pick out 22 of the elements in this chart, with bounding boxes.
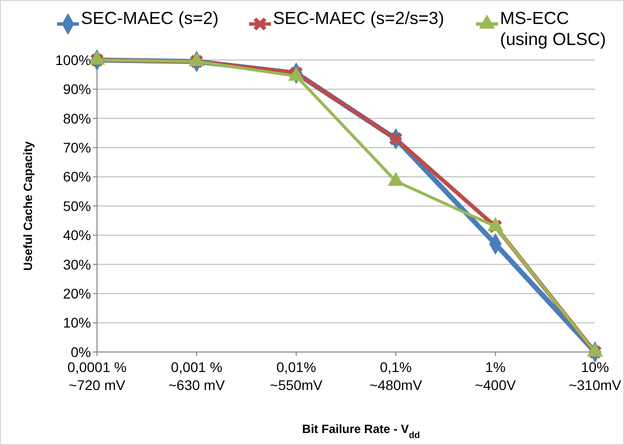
- legend-label: MS-ECC (using OLSC): [500, 8, 606, 49]
- y-tick-label: 70%: [62, 140, 91, 156]
- y-axis-title: Useful Cache Capacity: [21, 140, 35, 271]
- y-tick-label: 60%: [62, 168, 91, 185]
- x-tick-label: 0,0001 % ~720 mV: [67, 359, 127, 393]
- y-tick-label: 50%: [62, 198, 91, 214]
- x-tick-label: 0,1% ~480mV: [370, 359, 423, 393]
- legend-label: SEC-MAEC (s=2/s=3): [273, 8, 444, 28]
- y-tick-label: 20%: [62, 286, 91, 302]
- legend-label: SEC-MAEC (s=2): [81, 8, 219, 28]
- x-tick-label: 0,001 % ~630 mV: [168, 359, 226, 393]
- y-tick-label: 90%: [62, 81, 91, 98]
- y-tick-label: 0%: [70, 344, 91, 360]
- y-tick-label: 80%: [62, 110, 91, 126]
- x-axis-title: Bit Failure Rate - V$_{dd}$: [302, 422, 420, 440]
- y-tick-label: 100%: [55, 52, 91, 68]
- x-tick-label: 10% ~310mV: [568, 359, 622, 393]
- y-tick-label: 40%: [62, 227, 91, 244]
- x-tick-label: 1% ~400V: [474, 359, 516, 393]
- y-tick-label: 30%: [62, 256, 91, 272]
- y-tick-label: 10%: [62, 314, 91, 331]
- x-tick-label: 0,01% ~550mV: [270, 359, 324, 393]
